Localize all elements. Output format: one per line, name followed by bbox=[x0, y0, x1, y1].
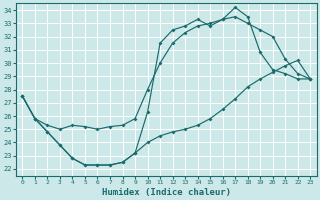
X-axis label: Humidex (Indice chaleur): Humidex (Indice chaleur) bbox=[102, 188, 231, 197]
